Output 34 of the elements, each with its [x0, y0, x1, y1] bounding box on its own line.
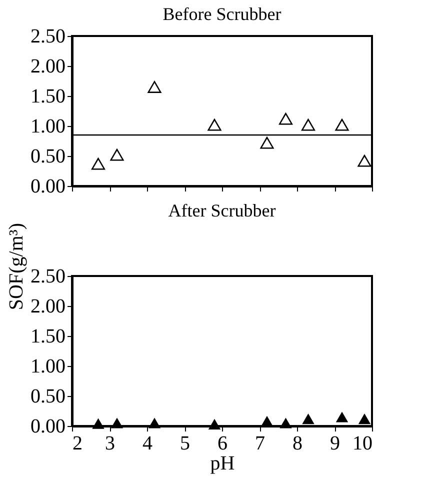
point — [208, 118, 222, 131]
point — [148, 81, 162, 93]
y-tick-label: 1.50 — [30, 86, 66, 108]
y-tick-label: 0.00 — [30, 416, 66, 438]
y-tick-label: 2.00 — [30, 296, 66, 318]
point — [91, 158, 106, 170]
x-tick-label: 7 — [255, 432, 265, 454]
point — [260, 136, 274, 149]
point — [358, 154, 372, 167]
y-tick-label: 0.00 — [30, 176, 66, 198]
x-axis-title: pH — [210, 452, 235, 474]
point — [110, 148, 124, 161]
point — [335, 118, 349, 131]
point — [278, 112, 293, 125]
y-axis-title: SOF(g/m³) — [6, 222, 28, 310]
point — [301, 118, 316, 131]
x-tick-label: 3 — [105, 432, 115, 454]
x-tick-label: 2 — [72, 432, 82, 454]
y-tick-label: 1.00 — [30, 116, 66, 138]
y-tick-label: 2.00 — [30, 56, 66, 78]
x-tick-label: 10 — [352, 432, 372, 454]
x-tick-label: 9 — [330, 432, 340, 454]
chart-title: Before Scrubber — [162, 4, 282, 24]
y-tick-label: 2.50 — [30, 266, 66, 288]
y-tick-label: 1.50 — [30, 326, 66, 348]
y-tick-label: 2.50 — [30, 26, 66, 48]
chart-title: After Scrubber — [168, 200, 276, 220]
x-tick-label: 8 — [292, 432, 302, 454]
x-tick-label: 6 — [218, 432, 228, 454]
y-tick-label: 1.00 — [30, 356, 66, 378]
x-tick-label: 4 — [142, 432, 152, 454]
y-tick-label: 0.50 — [30, 386, 66, 408]
x-tick-label: 5 — [180, 432, 190, 454]
y-tick-label: 0.50 — [30, 146, 66, 168]
